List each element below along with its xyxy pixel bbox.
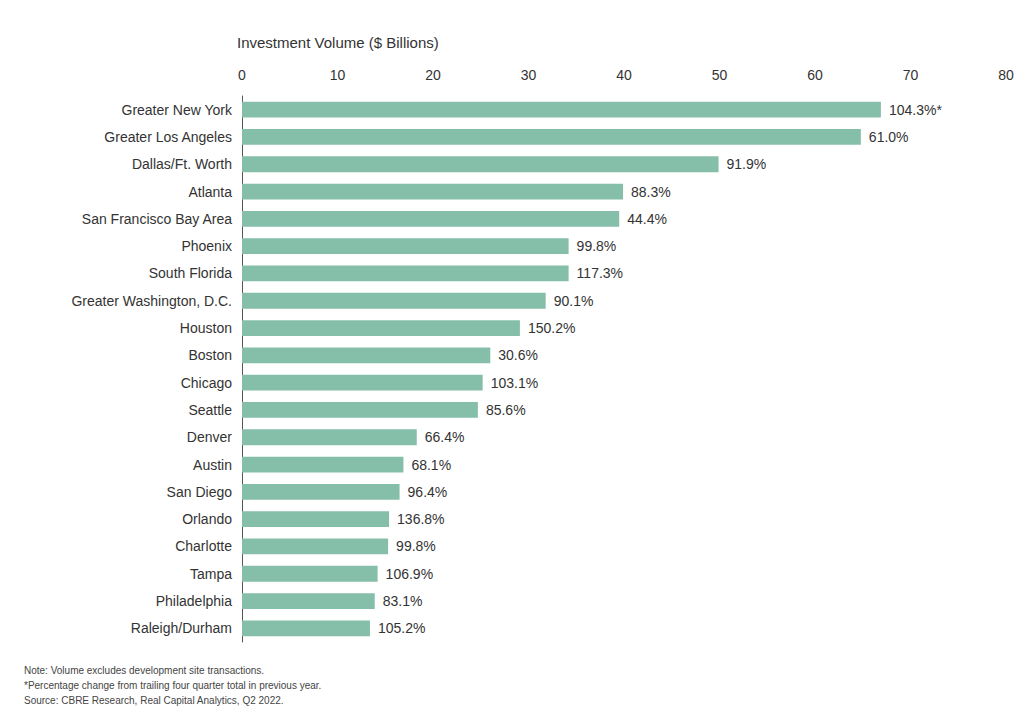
svg-text:61.0%: 61.0%	[869, 129, 909, 145]
svg-text:50: 50	[712, 67, 728, 83]
svg-text:Phoenix: Phoenix	[181, 238, 232, 254]
svg-text:105.2%: 105.2%	[378, 620, 425, 636]
svg-text:60: 60	[807, 67, 823, 83]
svg-text:117.3%: 117.3%	[577, 265, 623, 281]
svg-text:Tampa: Tampa	[190, 566, 232, 582]
svg-text:San Diego: San Diego	[167, 484, 233, 500]
svg-text:Charlotte: Charlotte	[175, 538, 232, 554]
svg-text:Chicago: Chicago	[181, 375, 233, 391]
svg-text:South Florida: South Florida	[149, 265, 232, 281]
svg-text:88.3%: 88.3%	[631, 184, 671, 200]
svg-text:68.1%: 68.1%	[411, 457, 451, 473]
svg-text:Orlando: Orlando	[182, 511, 232, 527]
svg-text:Source: CBRE Research, Real Ca: Source: CBRE Research, Real Capital Anal…	[24, 695, 284, 706]
svg-text:99.8%: 99.8%	[396, 538, 436, 554]
svg-text:Dallas/Ft. Worth: Dallas/Ft. Worth	[132, 156, 232, 172]
svg-text:99.8%: 99.8%	[577, 238, 617, 254]
svg-text:Denver: Denver	[187, 429, 232, 445]
svg-text:Greater Washington, D.C.: Greater Washington, D.C.	[71, 293, 232, 309]
svg-text:10: 10	[330, 67, 346, 83]
svg-text:91.9%: 91.9%	[727, 156, 767, 172]
svg-text:*Percentage change from traili: *Percentage change from trailing four qu…	[24, 680, 321, 691]
svg-text:San Francisco Bay Area: San Francisco Bay Area	[82, 211, 232, 227]
svg-text:Note: Volume excludes developm: Note: Volume excludes development site t…	[24, 665, 264, 676]
svg-text:150.2%: 150.2%	[528, 320, 575, 336]
svg-text:44.4%: 44.4%	[627, 211, 667, 227]
svg-text:136.8%: 136.8%	[397, 511, 444, 527]
svg-text:Greater Los Angeles: Greater Los Angeles	[104, 129, 232, 145]
svg-text:90.1%: 90.1%	[554, 293, 594, 309]
svg-text:30: 30	[521, 67, 537, 83]
svg-text:40: 40	[616, 67, 632, 83]
svg-text:96.4%: 96.4%	[408, 484, 448, 500]
svg-text:Boston: Boston	[188, 347, 232, 363]
svg-text:Raleigh/Durham: Raleigh/Durham	[131, 620, 232, 636]
svg-text:Atlanta: Atlanta	[188, 184, 232, 200]
svg-text:0: 0	[238, 67, 246, 83]
svg-text:106.9%: 106.9%	[386, 566, 433, 582]
svg-text:20: 20	[425, 67, 441, 83]
svg-text:70: 70	[903, 67, 919, 83]
svg-text:Greater New York: Greater New York	[122, 102, 233, 118]
svg-text:83.1%: 83.1%	[383, 593, 423, 609]
svg-text:80: 80	[998, 67, 1014, 83]
svg-text:Investment Volume ($ Billions): Investment Volume ($ Billions)	[237, 34, 439, 51]
svg-text:Houston: Houston	[180, 320, 232, 336]
svg-text:103.1%: 103.1%	[491, 375, 538, 391]
svg-text:30.6%: 30.6%	[498, 347, 538, 363]
svg-text:Austin: Austin	[193, 457, 232, 473]
svg-text:85.6%: 85.6%	[486, 402, 526, 418]
svg-text:Seattle: Seattle	[188, 402, 232, 418]
svg-text:104.3%*: 104.3%*	[889, 102, 942, 118]
svg-text:66.4%: 66.4%	[425, 429, 465, 445]
svg-text:Philadelphia: Philadelphia	[156, 593, 232, 609]
